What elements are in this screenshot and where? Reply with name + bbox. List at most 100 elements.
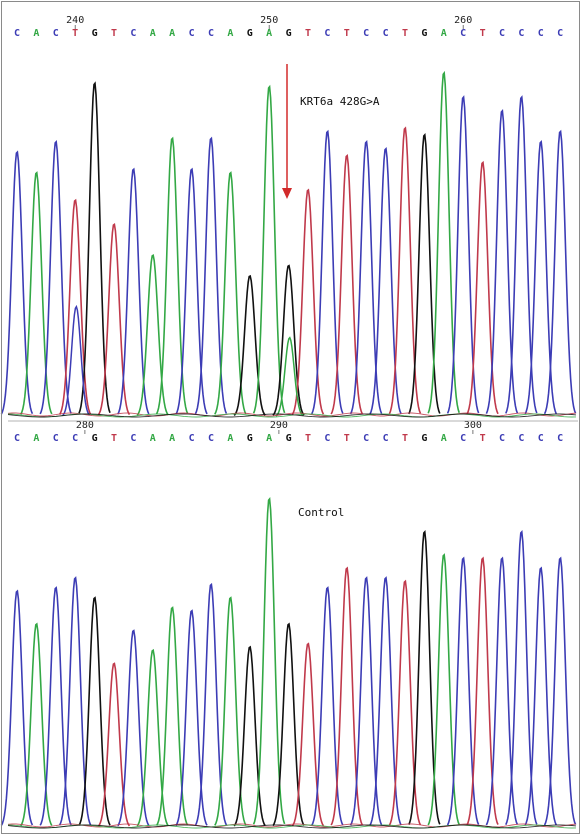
mutant-peak-13 <box>252 84 286 414</box>
mutant-peak-24 <box>466 160 499 415</box>
top-base-19: C <box>383 28 389 39</box>
bottom-tick-300: 300 <box>464 420 482 431</box>
top-base-26: C <box>518 28 524 39</box>
bottom-base-25: C <box>499 433 505 444</box>
bottom-base-14: G <box>286 433 292 444</box>
bottom-base-21: G <box>421 433 427 444</box>
mutant-peak-7 <box>136 254 169 416</box>
top-base-13: A <box>266 28 272 39</box>
mutation-label: KRT6a 428G>A <box>300 95 380 108</box>
control-peak-22 <box>427 553 460 826</box>
bottom-base-0: C <box>14 433 20 444</box>
top-base-23: C <box>460 28 466 39</box>
mutant-peak-25 <box>485 109 519 414</box>
control-chromatogram <box>0 497 577 829</box>
top-base-25: C <box>499 28 505 39</box>
bottom-base-9: C <box>189 433 195 444</box>
top-base-2: C <box>53 28 59 39</box>
control-peak-27 <box>524 566 557 826</box>
top-base-22: A <box>441 28 447 39</box>
mutant-peak-22 <box>427 70 460 414</box>
top-base-4: G <box>92 28 98 39</box>
control-peak-7 <box>136 648 169 827</box>
control-peak-3 <box>58 576 92 826</box>
top-base-0: C <box>14 28 20 39</box>
control-label: Control <box>298 506 344 519</box>
bottom-base-3: C <box>72 433 78 444</box>
bottom-base-19: C <box>383 433 389 444</box>
control-peak-8 <box>155 606 189 826</box>
bottom-base-20: T <box>402 433 408 444</box>
bottom-base-4: G <box>92 433 98 444</box>
bottom-base-27: C <box>538 433 544 444</box>
top-base-9: C <box>189 28 195 39</box>
bottom-base-15: T <box>305 433 311 444</box>
bottom-base-6: C <box>130 433 136 444</box>
bottom-base-23: C <box>460 433 466 444</box>
top-base-10: C <box>208 28 214 39</box>
top-base-5: T <box>111 28 117 39</box>
control-peak-12 <box>233 645 266 827</box>
top-base-12: G <box>247 28 253 39</box>
control-peak-1 <box>20 622 53 827</box>
control-baseline-G <box>7 824 577 829</box>
mutant-peak-12 <box>233 274 266 416</box>
control-peak-2 <box>39 586 72 826</box>
top-base-27: C <box>538 28 544 39</box>
mutant-peak-14 <box>272 264 305 416</box>
top-tick-260: 260 <box>454 15 472 26</box>
mutation-arrow <box>282 64 292 199</box>
mutant-baseline-A <box>7 413 577 418</box>
bottom-base-5: T <box>111 433 117 444</box>
mutant-secondary-peak-0 <box>61 304 91 417</box>
control-peak-15 <box>291 642 325 827</box>
bottom-base-16: C <box>324 433 330 444</box>
control-peak-25 <box>485 556 519 826</box>
mutant-peak-3 <box>58 198 92 415</box>
control-peak-28 <box>543 556 577 826</box>
bottom-tick-280: 280 <box>76 420 94 431</box>
bottom-base-2: C <box>53 433 59 444</box>
top-base-14: G <box>286 28 292 39</box>
mutant-peak-19 <box>369 146 402 415</box>
bottom-base-8: A <box>169 433 175 444</box>
mutant-peak-21 <box>408 133 441 415</box>
control-peak-10 <box>194 582 228 826</box>
top-tick-labels: 240 250 260 <box>66 15 472 29</box>
top-base-28: C <box>557 28 563 39</box>
control-peak-9 <box>175 609 208 826</box>
mutant-peak-27 <box>524 140 557 415</box>
bottom-base-12: G <box>247 433 253 444</box>
mutant-secondary-peak-1 <box>275 336 304 417</box>
mutant-peak-9 <box>175 167 208 415</box>
mutant-peak-5 <box>97 223 131 416</box>
top-base-21: G <box>421 28 427 39</box>
top-tick-250: 250 <box>260 15 278 26</box>
control-peak-17 <box>330 566 363 826</box>
mutant-chromatogram <box>0 70 577 418</box>
mutant-baseline-G <box>7 413 577 418</box>
bottom-tick-labels: 280 290 300 <box>76 420 482 434</box>
top-base-17: T <box>344 28 350 39</box>
control-peak-5 <box>97 662 131 827</box>
top-base-18: C <box>363 28 369 39</box>
control-peak-19 <box>369 576 402 826</box>
bottom-base-7: A <box>150 433 156 444</box>
top-base-16: C <box>324 28 330 39</box>
bottom-base-22: A <box>441 433 447 444</box>
top-base-3: T <box>72 28 78 39</box>
control-peak-23 <box>446 556 480 826</box>
top-base-8: A <box>169 28 175 39</box>
top-base-1: A <box>33 28 39 39</box>
top-base-7: A <box>150 28 156 39</box>
top-base-11: A <box>227 28 233 39</box>
mutant-peak-1 <box>20 171 53 415</box>
top-base-24: T <box>480 28 486 39</box>
control-baseline-A <box>7 824 577 829</box>
control-peak-18 <box>349 576 383 826</box>
top-base-15: T <box>305 28 311 39</box>
control-peak-24 <box>466 556 499 826</box>
